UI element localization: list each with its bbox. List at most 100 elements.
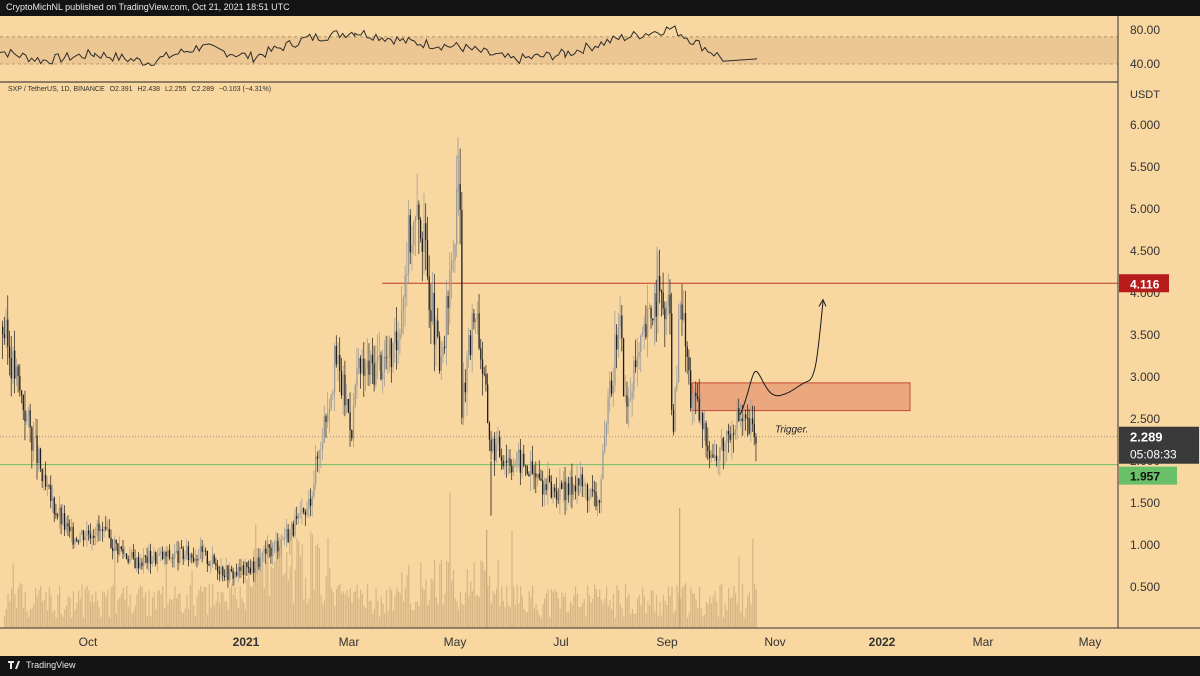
volume-bar — [650, 590, 652, 628]
volume-bar — [72, 591, 74, 628]
volume-bar — [575, 586, 577, 628]
candle-body — [493, 438, 496, 461]
volume-bar — [619, 604, 621, 628]
volume-bar — [36, 596, 38, 628]
volume-bar — [693, 593, 695, 628]
volume-bar — [530, 597, 532, 628]
volume-bar — [62, 616, 64, 628]
volume-bar — [518, 603, 520, 628]
volume-bar — [497, 559, 499, 628]
candle-body — [464, 382, 466, 393]
candle-body — [282, 539, 284, 541]
candle-body — [548, 475, 551, 482]
candle-body — [547, 475, 549, 491]
volume-bar — [755, 589, 757, 628]
candle-body — [385, 356, 387, 358]
candle-body — [438, 336, 441, 371]
volume-bar — [685, 583, 687, 628]
candle-body — [34, 435, 36, 437]
candle-body — [755, 436, 757, 444]
candle-body — [124, 553, 126, 555]
candle-body — [585, 484, 587, 486]
candle-body — [411, 245, 413, 253]
volume-bar — [559, 608, 561, 628]
volume-bar — [191, 570, 193, 628]
volume-bar — [293, 603, 295, 628]
time-tick-label: May — [444, 635, 467, 649]
candle-body — [621, 315, 623, 339]
volume-bar — [143, 597, 145, 628]
volume-bar — [568, 611, 570, 628]
symbol-legend: SXP / TetherUS, 1D, BINANCE O2.391 H2.43… — [8, 86, 274, 93]
candle-body — [665, 305, 668, 320]
candle-body — [29, 410, 31, 428]
candle-body — [588, 497, 590, 501]
legend-low: L2.255 — [165, 86, 187, 93]
overlay: Trigger. — [739, 298, 827, 435]
support-price-box — [1119, 466, 1177, 485]
support-price-label: 1.957 — [1130, 470, 1160, 484]
volume-bar — [569, 601, 572, 628]
volume-bar — [612, 594, 615, 628]
volume-bar — [509, 607, 511, 628]
volume-bar — [224, 601, 226, 628]
candle-body — [593, 491, 595, 493]
oscillator-panel — [0, 25, 1200, 83]
candle-body — [557, 499, 559, 500]
volume-bar — [679, 508, 681, 628]
volume-bar — [153, 592, 155, 628]
volume-bar — [501, 586, 503, 628]
candle-body — [153, 552, 155, 562]
volume-bar — [618, 589, 620, 628]
volume-bar — [55, 618, 57, 628]
volume-bar — [279, 537, 281, 628]
volume-bar — [487, 585, 489, 628]
volume-bar — [616, 585, 618, 628]
candle-body — [12, 350, 14, 379]
volume-bar — [35, 587, 37, 628]
candle-body — [416, 204, 418, 217]
candle-body — [364, 368, 367, 376]
candle-body — [475, 319, 477, 323]
candle-body — [263, 548, 265, 553]
volume-bar — [745, 608, 747, 628]
candle-body — [337, 355, 339, 365]
volume-bar — [521, 596, 523, 628]
candle-body — [253, 561, 255, 573]
candle-body — [120, 546, 122, 549]
candle-body — [86, 530, 88, 537]
volume-bar — [561, 592, 563, 628]
candle-body — [330, 394, 332, 409]
candle-body — [284, 538, 286, 540]
volume-bar — [81, 584, 83, 628]
candle-body — [382, 371, 384, 380]
volume-bar — [241, 598, 243, 628]
volume-bar — [741, 584, 744, 628]
candle-body — [629, 398, 632, 399]
candle-body — [349, 412, 351, 431]
projection-path — [739, 301, 824, 416]
price-grid — [0, 282, 1118, 466]
tradingview-logo[interactable]: TradingView — [8, 660, 76, 670]
candle-body — [184, 555, 186, 560]
volume-bar — [721, 583, 723, 628]
candle-body — [733, 433, 735, 435]
volume-bar — [379, 616, 381, 628]
volume-bar — [549, 617, 551, 628]
candle-body — [352, 405, 355, 439]
candle-body — [512, 466, 515, 473]
candle-body — [84, 536, 86, 541]
volume-bar — [655, 594, 658, 628]
candle-body — [421, 238, 423, 252]
candle-body — [258, 557, 260, 567]
candle-body — [53, 497, 55, 514]
candle-body — [671, 313, 673, 410]
volume-bar — [537, 610, 539, 628]
volume-bar — [186, 594, 188, 628]
candle-body — [203, 550, 205, 553]
candle-body — [633, 360, 635, 392]
volume-bar — [29, 609, 31, 628]
volume-bar — [673, 612, 675, 628]
chart-canvas[interactable]: Trigger. 80.0040.00USDT6.0005.5005.0004.… — [0, 16, 1200, 656]
candle-body — [533, 473, 535, 475]
